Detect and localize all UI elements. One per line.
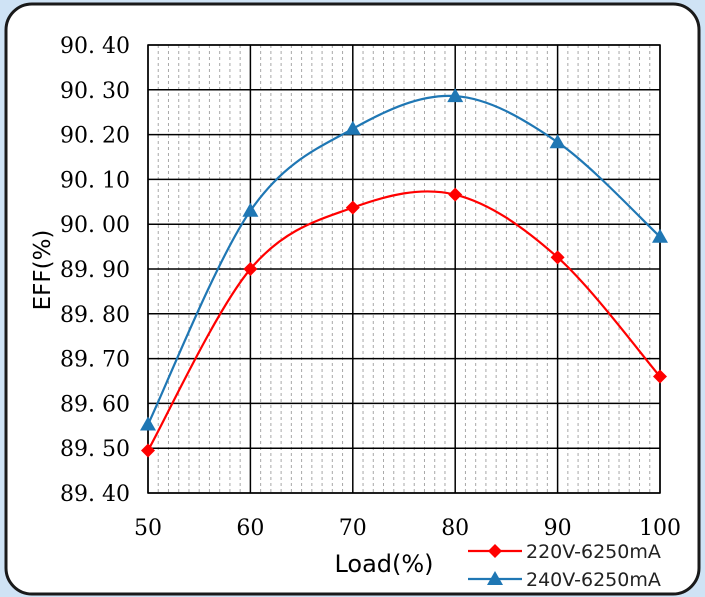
y-tick-label: 89. 70	[60, 348, 130, 373]
data-point	[448, 187, 463, 202]
legend-marker	[487, 571, 503, 585]
plot-area-border	[147, 44, 661, 494]
legend-label: 220V-6250mA	[526, 541, 661, 563]
y-tick-label: 89. 60	[60, 392, 130, 417]
y-tick-label: 89. 90	[60, 258, 130, 283]
data-point	[549, 134, 566, 149]
y-tick-label: 89. 80	[60, 303, 130, 328]
x-tick-label: 70	[339, 516, 367, 541]
y-axis-title: EFF(%)	[30, 230, 56, 311]
x-axis-title: Load(%)	[334, 550, 433, 578]
data-point	[242, 202, 259, 217]
series-240V-6250mA	[140, 88, 668, 431]
series-line	[147, 190, 661, 451]
data-point	[141, 443, 155, 458]
y-tick-labels: 90. 40 90. 30 90. 20 90. 10 90. 00 89. 90 89. …	[60, 34, 130, 507]
x-tick-labels: 50 60 70 80 90 100	[134, 516, 681, 541]
x-tick-label: 80	[441, 516, 469, 541]
x-tick-label: 60	[236, 516, 264, 541]
y-tick-label: 90. 20	[60, 124, 130, 149]
y-tick-label: 90. 40	[60, 34, 130, 59]
legend-marker	[488, 544, 502, 558]
data-point	[653, 369, 667, 384]
y-tick-label: 90. 30	[60, 79, 130, 104]
x-tick-label: 50	[134, 516, 162, 541]
legend-label: 240V-6250mA	[526, 569, 661, 591]
y-tick-label: 89. 40	[60, 482, 130, 507]
data-point	[447, 88, 464, 103]
legend: 220V-6250mA 240V-6250mA	[468, 541, 661, 591]
y-tick-label: 90. 10	[60, 168, 130, 193]
y-tick-label: 90. 00	[60, 213, 130, 238]
legend-item: 240V-6250mA	[468, 569, 661, 591]
legend-item: 220V-6250mA	[468, 541, 661, 563]
data-point	[140, 416, 156, 431]
series-layer	[140, 88, 668, 458]
x-tick-label: 90	[544, 516, 572, 541]
data-point	[344, 120, 361, 135]
data-point	[243, 262, 258, 276]
data-point	[652, 228, 668, 243]
series-line	[147, 94, 661, 425]
x-tick-label: 100	[639, 516, 681, 541]
series-220V-6250mA	[141, 187, 667, 458]
y-tick-label: 89. 50	[60, 437, 130, 462]
data-point	[550, 250, 565, 265]
data-point	[345, 200, 360, 215]
